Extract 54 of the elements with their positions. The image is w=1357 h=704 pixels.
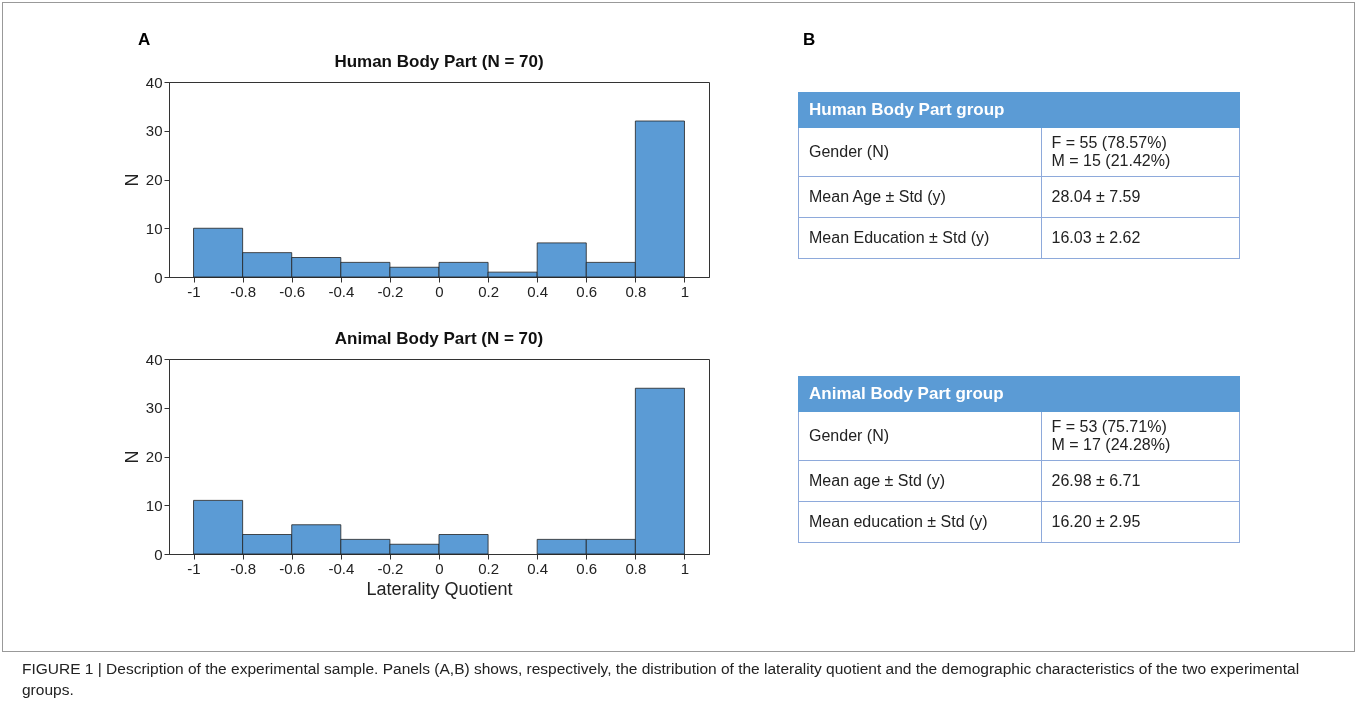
chart-title: Animal Body Part (N = 70): [334, 329, 544, 348]
y-tick-label: 20: [145, 171, 163, 188]
text: B: [803, 30, 816, 50]
text: Mean Education ± Std (y): [798, 217, 1042, 259]
x-tick-label: 0.6: [576, 282, 598, 300]
x-tick-label: -0.4: [328, 282, 355, 300]
x-tick-label: 1: [680, 559, 690, 577]
x-tick-label: 0.4: [527, 282, 549, 300]
text: 28.04 ± 7.59: [1041, 176, 1240, 218]
caption: FIGURE 1 | Description of the experimental sample. Panels (A,B) shows, respectively, the distribution of the laterality quotient and the demographic characteristics of the two experimental groups.: [22, 659, 1301, 700]
x-tick-label: -0.6: [279, 559, 306, 577]
text: F = 53 (75.71%) M = 17 (24.28%): [1041, 411, 1240, 461]
x-tick-label: -1: [187, 282, 201, 300]
y-tick-label: 10: [145, 219, 163, 237]
y-tick-label: 20: [145, 448, 163, 465]
text: 26.98 ± 6.71: [1041, 460, 1240, 502]
text: 16.20 ± 2.95: [1041, 501, 1240, 543]
x-tick-label: -0.8: [230, 282, 257, 300]
text: F = 55 (78.57%) M = 15 (21.42%): [1041, 127, 1240, 177]
text: 16.03 ± 2.62: [1041, 217, 1240, 259]
x-tick-label: 0.4: [527, 559, 549, 577]
y-tick-label: 0: [154, 268, 163, 286]
x-tick-label: 0: [435, 282, 444, 300]
x-tick-label: 0.2: [478, 559, 500, 577]
x-tick-label: 0.8: [625, 282, 647, 300]
text: Animal Body Part group: [798, 376, 1240, 412]
y-tick-label: 30: [145, 122, 163, 140]
x-tick-label: 0: [435, 559, 444, 577]
x-tick-label: -0.4: [328, 559, 355, 577]
y-tick-label: 0: [154, 545, 163, 563]
x-tick-label: -0.6: [279, 282, 306, 300]
x-tick-label: 0.6: [576, 559, 598, 577]
text: Mean education ± Std (y): [798, 501, 1042, 543]
y-tick-label: 40: [145, 73, 163, 91]
y-tick-label: 30: [145, 399, 163, 417]
text: A: [138, 30, 151, 50]
x-tick-label: -0.8: [230, 559, 257, 577]
text: Mean Age ± Std (y): [798, 176, 1042, 218]
text: Mean age ± Std (y): [798, 460, 1042, 502]
x-tick-label: 0.2: [478, 282, 500, 300]
x-tick-label: -0.2: [377, 282, 404, 300]
chart-title: Human Body Part (N = 70): [334, 52, 544, 71]
text: Gender (N): [798, 411, 1042, 461]
text: Gender (N): [798, 127, 1042, 177]
y-tick-label: 10: [145, 496, 163, 514]
x-tick-label: -0.2: [377, 559, 404, 577]
y-axis-title: N: [121, 450, 142, 464]
x-tick-label: 1: [680, 282, 690, 300]
x-tick-label: -1: [187, 559, 201, 577]
x-tick-label: 0.8: [625, 559, 647, 577]
y-tick-label: 40: [145, 350, 163, 368]
x-axis-title: Laterality Quotient: [366, 578, 513, 599]
y-axis-title: N: [121, 173, 142, 187]
text: Human Body Part group: [798, 92, 1240, 128]
